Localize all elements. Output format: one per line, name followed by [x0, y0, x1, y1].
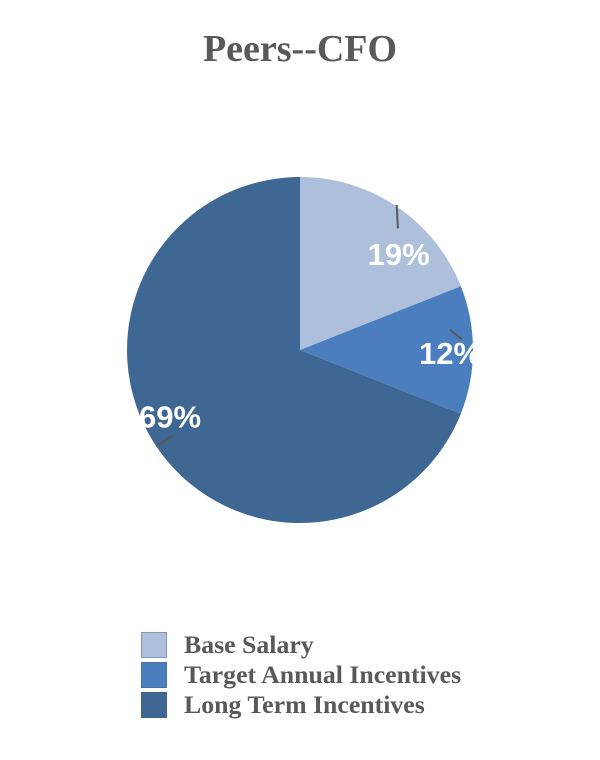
svg-text:12%: 12% — [419, 336, 481, 371]
svg-text:69%: 69% — [139, 400, 201, 435]
svg-text:19%: 19% — [368, 237, 430, 272]
